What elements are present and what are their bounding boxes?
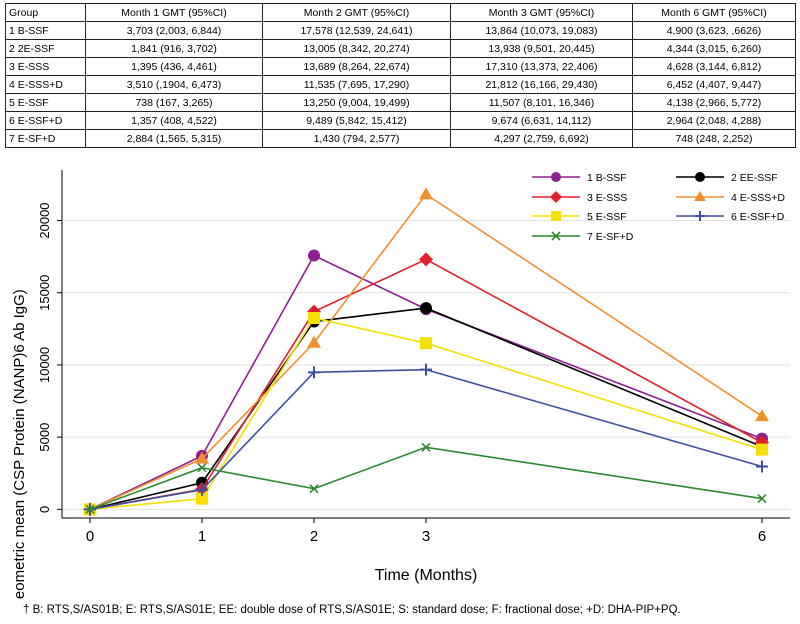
table-cell: 3,510 (,1904, 6,473) [85, 75, 263, 94]
table-cell: 17,578 (12,539, 24,641) [262, 21, 451, 40]
table-cell: 748 (248, 2,252) [632, 129, 796, 148]
table-cell: 2,964 (2,048, 4,288) [632, 111, 796, 130]
data-point [695, 172, 705, 182]
data-point [756, 443, 768, 456]
header-group: Group [5, 3, 86, 22]
data-point [196, 492, 208, 505]
table-cell: 1,357 (408, 4,522) [85, 111, 263, 130]
y-tick-label: 10000 [37, 347, 52, 383]
x-tick-label: 6 [758, 528, 766, 545]
data-point [550, 191, 562, 203]
legend-label: 3 E-SSS [587, 192, 627, 204]
table-cell: 4,628 (3,144, 6,812) [632, 57, 796, 76]
gmt-table: Group Month 1 GMT (95%CI) Month 2 GMT (9… [5, 3, 796, 148]
table-cell: 4,344 (3,015, 6,260) [632, 39, 796, 58]
table-cell: 738 (167, 3,265) [85, 93, 263, 112]
y-tick-label: 0 [37, 506, 52, 513]
table-row: 3 E-SSS 1,395 (436, 4,461) 13,689 (8,264… [5, 57, 796, 76]
table-cell: 7 E-SF+D [5, 129, 86, 148]
table-cell: 5 E-SSF [5, 93, 86, 112]
data-point [308, 366, 320, 379]
table-cell: 6 E-SSF+D [5, 111, 86, 130]
table-row: 2 2E-SSF 1,841 (916, 3,702) 13,005 (8,34… [5, 39, 796, 58]
y-tick-label: 15000 [37, 275, 52, 311]
table-cell: 9,489 (5,842, 15,412) [262, 111, 451, 130]
data-point [757, 493, 767, 504]
x-tick-label: 0 [86, 528, 94, 545]
table-cell: 4 E-SSS+D [5, 75, 86, 94]
table-cell: 1 B-SSF [5, 21, 86, 40]
table-cell: 1,395 (436, 4,461) [85, 57, 263, 76]
x-tick-label: 2 [310, 528, 318, 545]
table-cell: 17,310 (13,373, 22,406) [450, 57, 633, 76]
data-point [755, 409, 769, 422]
data-point [756, 460, 768, 473]
table-row: 6 E-SSF+D 1,357 (408, 4,522) 9,489 (5,84… [5, 111, 796, 130]
table-cell: 3,703 (2,003, 6,844) [85, 21, 263, 40]
x-axis-label: Time (Months) [375, 567, 478, 584]
data-point [197, 463, 207, 473]
table-cell: 13,938 (9,501, 20,445) [450, 39, 633, 58]
x-tick-label: 1 [198, 528, 206, 545]
header-month-3: Month 3 GMT (95%CI) [450, 3, 633, 22]
table-cell: 13,250 (9,004, 19,499) [262, 93, 451, 112]
table-cell: 11,535 (7,695, 17,290) [262, 75, 451, 94]
data-point [421, 442, 431, 452]
table-row: 5 E-SSF 738 (167, 3,265) 13,250 (9,004, … [5, 93, 796, 112]
table-cell: 1,841 (916, 3,702) [85, 39, 263, 58]
table-header-row: Group Month 1 GMT (95%CI) Month 2 GMT (9… [5, 3, 796, 22]
header-month-2: Month 2 GMT (95%CI) [262, 3, 451, 22]
data-point [309, 484, 319, 494]
table-cell: 4,900 (3,623, ,6626) [632, 21, 796, 40]
data-point [196, 483, 208, 496]
legend-label: 4 E-SSS+D [731, 192, 785, 204]
table-cell: 13,005 (8,342, 20,274) [262, 39, 451, 58]
table-cell: 13,864 (10,073, 19,083) [450, 21, 633, 40]
data-point [195, 451, 209, 464]
table-cell: 13,689 (8,264, 22,674) [262, 57, 451, 76]
table-cell: 1,430 (794, 2,577) [262, 129, 451, 148]
legend-label: 6 E-SSF+D [731, 211, 785, 223]
table-cell: 3 E-SSS [5, 57, 86, 76]
table-cell: 4,297 (2,759, 6,692) [450, 129, 633, 148]
data-point [420, 337, 432, 350]
y-axis-label: Geometric mean (CSP Protein (NANP)6 Ab I… [11, 289, 28, 600]
data-point [551, 211, 561, 221]
data-point [85, 504, 95, 514]
legend-label: 1 B-SSF [587, 172, 627, 184]
legend-label: 2 EE-SSF [731, 172, 778, 184]
data-point [419, 252, 433, 267]
data-point [420, 302, 432, 315]
data-point [308, 249, 320, 262]
table-cell: 4,138 (2,966, 5,772) [632, 93, 796, 112]
x-tick-label: 3 [422, 528, 430, 545]
table-cell: 11,507 (8,101, 16,346) [450, 93, 633, 112]
data-point [694, 191, 706, 201]
y-tick-label: 20000 [37, 202, 52, 238]
header-month-1: Month 1 GMT (95%CI) [85, 3, 263, 22]
legend-label: 5 E-SSF [587, 211, 627, 223]
data-point [420, 363, 432, 376]
data-point [308, 312, 320, 325]
footnote: † B: RTS,S/AS01B; E: RTS,S/AS01E; EE: do… [23, 604, 681, 616]
table-row: 7 E-SF+D 2,884 (1,565, 5,315) 1,430 (794… [5, 129, 796, 148]
data-point [551, 172, 561, 182]
gmt-line-chart: 0 5000 10000 15000 20000 0 1 2 3 6 1 B-SSF 2 EE-SS… [11, 170, 790, 600]
y-tick-label: 5000 [37, 423, 52, 452]
legend-label: 7 E-SF+D [587, 231, 634, 243]
data-point [551, 231, 561, 241]
table-row: 1 B-SSF 3,703 (2,003, 6,844) 17,578 (12,… [5, 21, 796, 40]
series-line-6 [89, 368, 763, 511]
table-row: 4 E-SSS+D 3,510 (,1904, 6,473) 11,535 (7… [5, 75, 796, 94]
table-cell: 2 2E-SSF [5, 39, 86, 58]
table-cell: 2,884 (1,565, 5,315) [85, 129, 263, 148]
table-cell: 21,812 (16,166, 29,430) [450, 75, 633, 94]
data-point [307, 335, 321, 348]
table-cell: 6,452 (4,407, 9,447) [632, 75, 796, 94]
data-point [419, 187, 433, 200]
header-month-6: Month 6 GMT (95%CI) [632, 3, 796, 22]
data-point [695, 211, 705, 221]
table-cell: 9,674 (6,631, 14,112) [450, 111, 633, 130]
